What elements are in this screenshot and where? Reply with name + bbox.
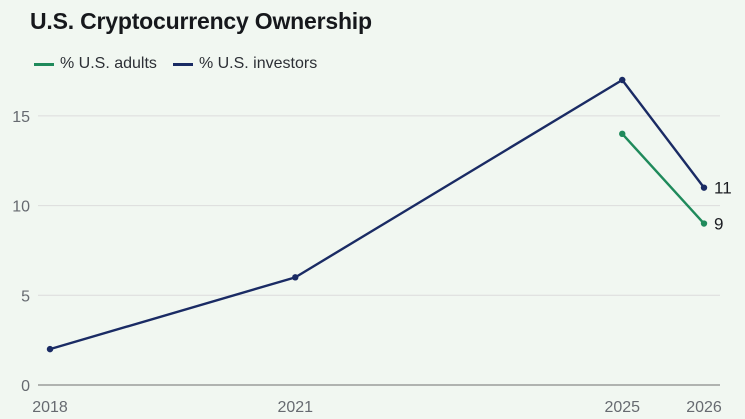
x-tick-label-2026: 2026 [686,399,722,416]
legend: % U.S. adults % U.S. investors [34,55,333,73]
end-label-adults: 9 [714,215,723,234]
grid-lines [38,115,720,296]
series-line-investors [48,78,706,351]
legend-swatch-investors [172,62,193,66]
y-tick-label-15: 15 [12,109,30,126]
x-tick-label-2018: 2018 [32,399,68,416]
data-point-adults-2025 [619,130,626,138]
legend-swatch-adults [34,62,54,66]
y-axis-ticks: 0 5 10 15 [12,109,30,395]
end-label-investors: 11 [714,179,732,198]
legend-label-adults: % U.S. adults [60,55,157,72]
series-line-adults [621,132,706,225]
x-axis: 2018 2021 2025 2026 [32,384,722,416]
data-point-investors-2021 [292,274,299,281]
x-tick-label-2025: 2025 [604,399,640,416]
data-point-investors-2025 [619,76,626,84]
legend-label-investors: % U.S. investors [198,55,318,72]
legend-item-investors: % U.S. investors [172,55,318,73]
data-point-adults-2026 [700,220,708,227]
series-points [46,76,708,353]
series-lines [48,78,706,351]
chart-title: U.S. Cryptocurrency Ownership [30,8,372,34]
y-tick-label-5: 5 [21,288,30,305]
legend-item-adults: % U.S. adults [34,55,157,73]
y-tick-label-10: 10 [12,199,30,216]
data-point-investors-2026 [700,184,708,191]
data-point-investors-2018 [46,345,54,353]
end-labels: 9 11 [714,179,732,234]
y-tick-label-0: 0 [21,378,30,395]
x-tick-label-2021: 2021 [277,399,313,416]
